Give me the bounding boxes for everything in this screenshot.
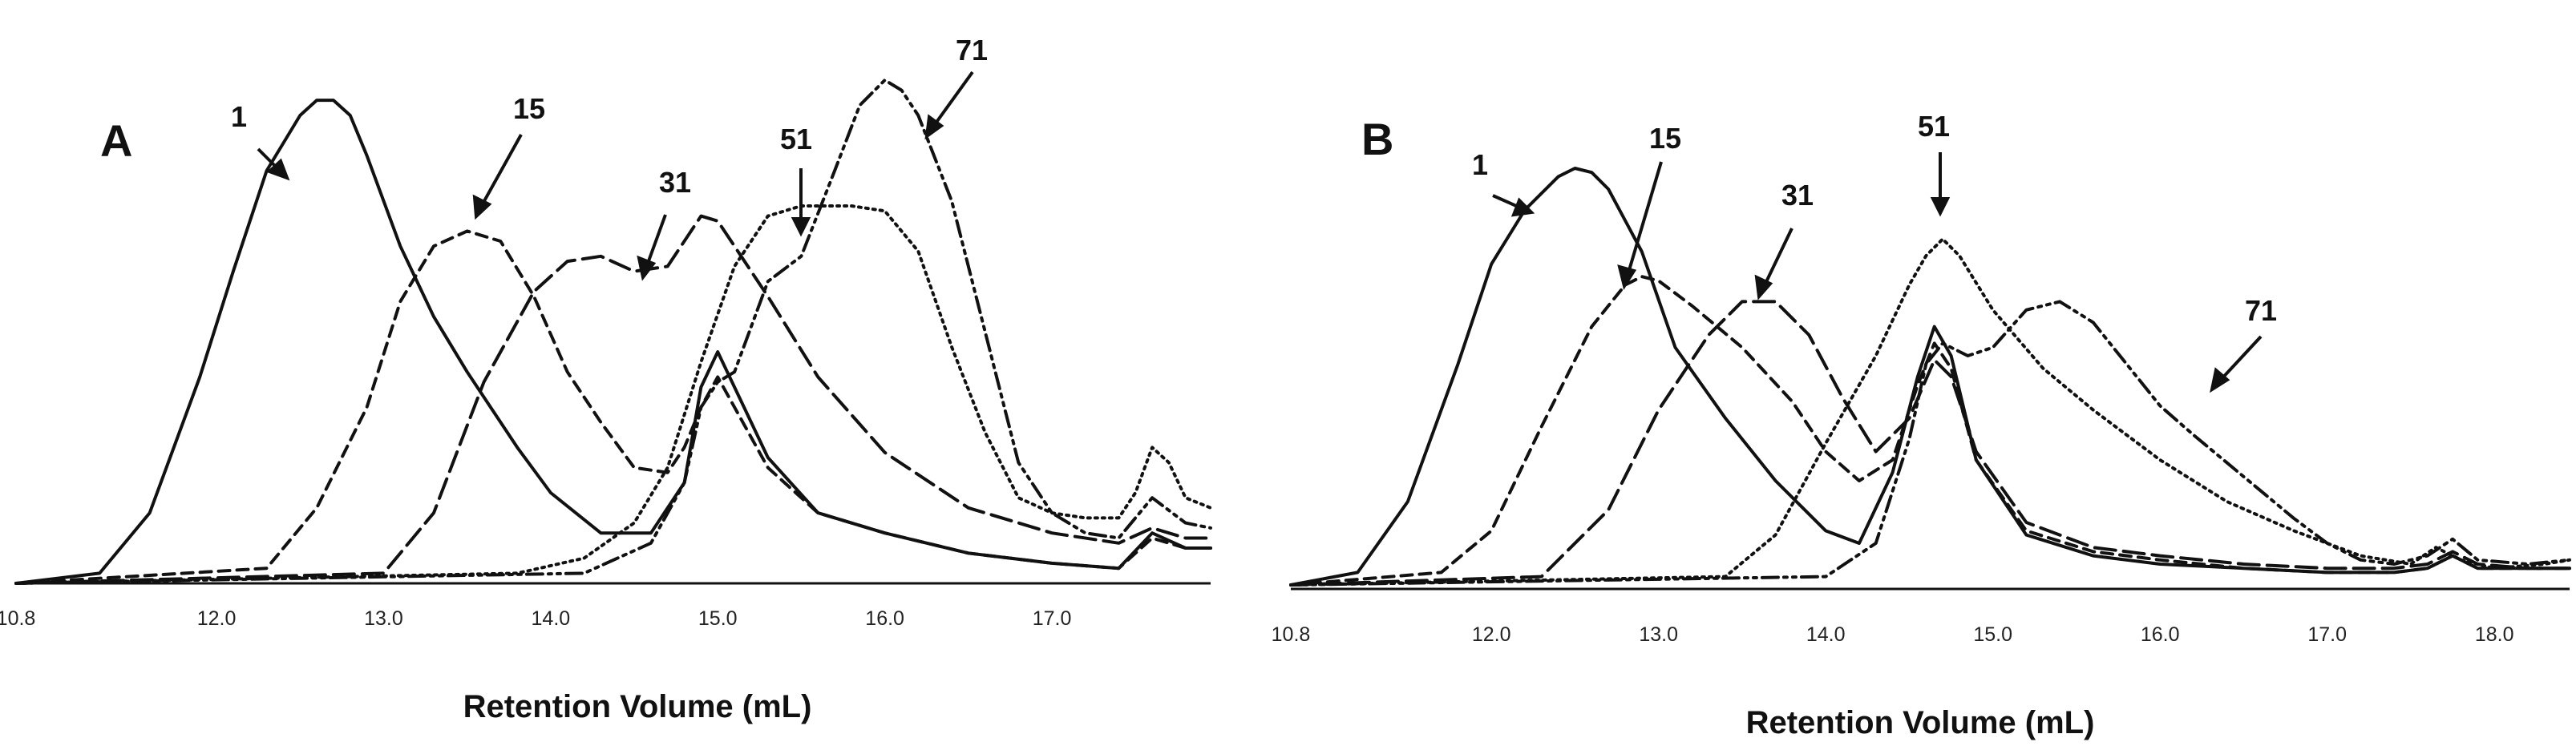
panel-a-series-1 — [14, 99, 1212, 585]
panel-b-tick-label: 13.0 — [1639, 623, 1678, 646]
panel-b-series-15 — [1289, 275, 2571, 587]
panel-b-tick-label: 15.0 — [1973, 623, 2012, 646]
panel-b-annotation-71: 71 — [2245, 294, 2277, 327]
panel-b-series — [1289, 167, 2571, 587]
panel-b-series-51 — [1289, 237, 2571, 587]
panel-b-tick-label: 18.0 — [2475, 623, 2514, 646]
panel-a-arrowhead-71 — [924, 114, 944, 140]
panel-a-arrow-15 — [479, 134, 523, 208]
panel-a-annotation-31: 31 — [659, 166, 691, 199]
panel-b-tick-labels: 10.8 12.0 13.0 14.0 15.0 16.0 17.0 18.0 — [1272, 623, 2514, 646]
panel-a-series-71 — [14, 79, 1212, 585]
panel-a-arrow-31 — [645, 214, 667, 268]
panel-a-tick-label: 10.8 — [0, 607, 35, 630]
panel-a-arrowhead-31 — [637, 255, 657, 281]
panel-a-tick-label: 14.0 — [532, 607, 571, 630]
panel-a-annotation-71: 71 — [956, 34, 988, 67]
panel-a-tick-label: 17.0 — [1033, 607, 1072, 630]
panel-b-arrowhead-51 — [1930, 197, 1951, 217]
panel-b-series-1 — [1289, 167, 2571, 587]
panel-b-arrowhead-71 — [2210, 367, 2230, 393]
panel-b-annotation-15: 15 — [1649, 122, 1681, 155]
panel-b-label: B — [1361, 114, 1393, 164]
panel-b-annotation-31: 31 — [1781, 179, 1814, 212]
panel-b-x-axis-label: Retention Volume (mL) — [1746, 705, 2095, 740]
panel-a-tick-labels: 10.8 12.0 13.0 14.0 15.0 16.0 17.0 — [0, 607, 1071, 630]
panel-a-arrow-71 — [932, 71, 974, 128]
panel-b-arrows — [1492, 152, 2263, 393]
panel-a-tick-label: 16.0 — [865, 607, 904, 630]
panel-a-arrowhead-15 — [472, 194, 492, 220]
panel-b-annotations: 1 15 31 51 71 — [1472, 110, 2277, 393]
panel-a-arrows — [257, 71, 974, 281]
panel-b-arrowhead-1 — [1510, 197, 1535, 217]
panel-b-tick-label: 14.0 — [1806, 623, 1846, 646]
panel-a-x-axis-label: Retention Volume (mL) — [463, 689, 812, 724]
panel-a-label: A — [100, 115, 132, 166]
panel-b-tick-label: 12.0 — [1472, 623, 1511, 646]
panel-a-arrowhead-1 — [266, 158, 290, 181]
panel-b-arrow-15 — [1626, 161, 1663, 276]
panel-a-series — [14, 79, 1212, 585]
panel-b-tick-label: 10.8 — [1272, 623, 1311, 646]
panel-b: B 10.8 12.0 13.0 14.0 15.0 16.0 17.0 18.0 1 15 … — [1272, 110, 2571, 740]
panel-a-annotation-51: 51 — [780, 123, 812, 155]
panel-a-annotation-1: 1 — [231, 100, 247, 133]
panel-b-annotation-1: 1 — [1472, 148, 1488, 181]
panel-a-arrowhead-51 — [791, 217, 811, 237]
panel-b-tick-label: 17.0 — [2307, 623, 2347, 646]
panel-b-arrowhead-15 — [1617, 264, 1637, 291]
panel-a-series-31 — [14, 214, 1212, 585]
panel-a: A 10.8 12.0 13.0 14.0 15.0 16.0 17.0 1 15 31 5… — [0, 34, 1212, 724]
panel-a-series-51 — [14, 204, 1212, 585]
panel-a-tick-label: 15.0 — [698, 607, 738, 630]
panel-b-arrowhead-31 — [1754, 274, 1773, 300]
panel-a-tick-label: 13.0 — [364, 607, 403, 630]
panel-b-arrow-71 — [2218, 335, 2263, 383]
panel-a-tick-label: 12.0 — [197, 607, 237, 630]
panel-b-arrow-31 — [1762, 228, 1793, 288]
panel-a-annotations: 1 15 31 51 71 — [231, 34, 988, 281]
panel-a-annotation-15: 15 — [513, 92, 545, 125]
panel-b-series-71 — [1289, 300, 2571, 587]
panel-b-series-31 — [1289, 300, 2571, 587]
panel-b-annotation-51: 51 — [1918, 110, 1950, 143]
panel-b-tick-label: 16.0 — [2141, 623, 2180, 646]
panel-a-series-15 — [14, 229, 1212, 585]
